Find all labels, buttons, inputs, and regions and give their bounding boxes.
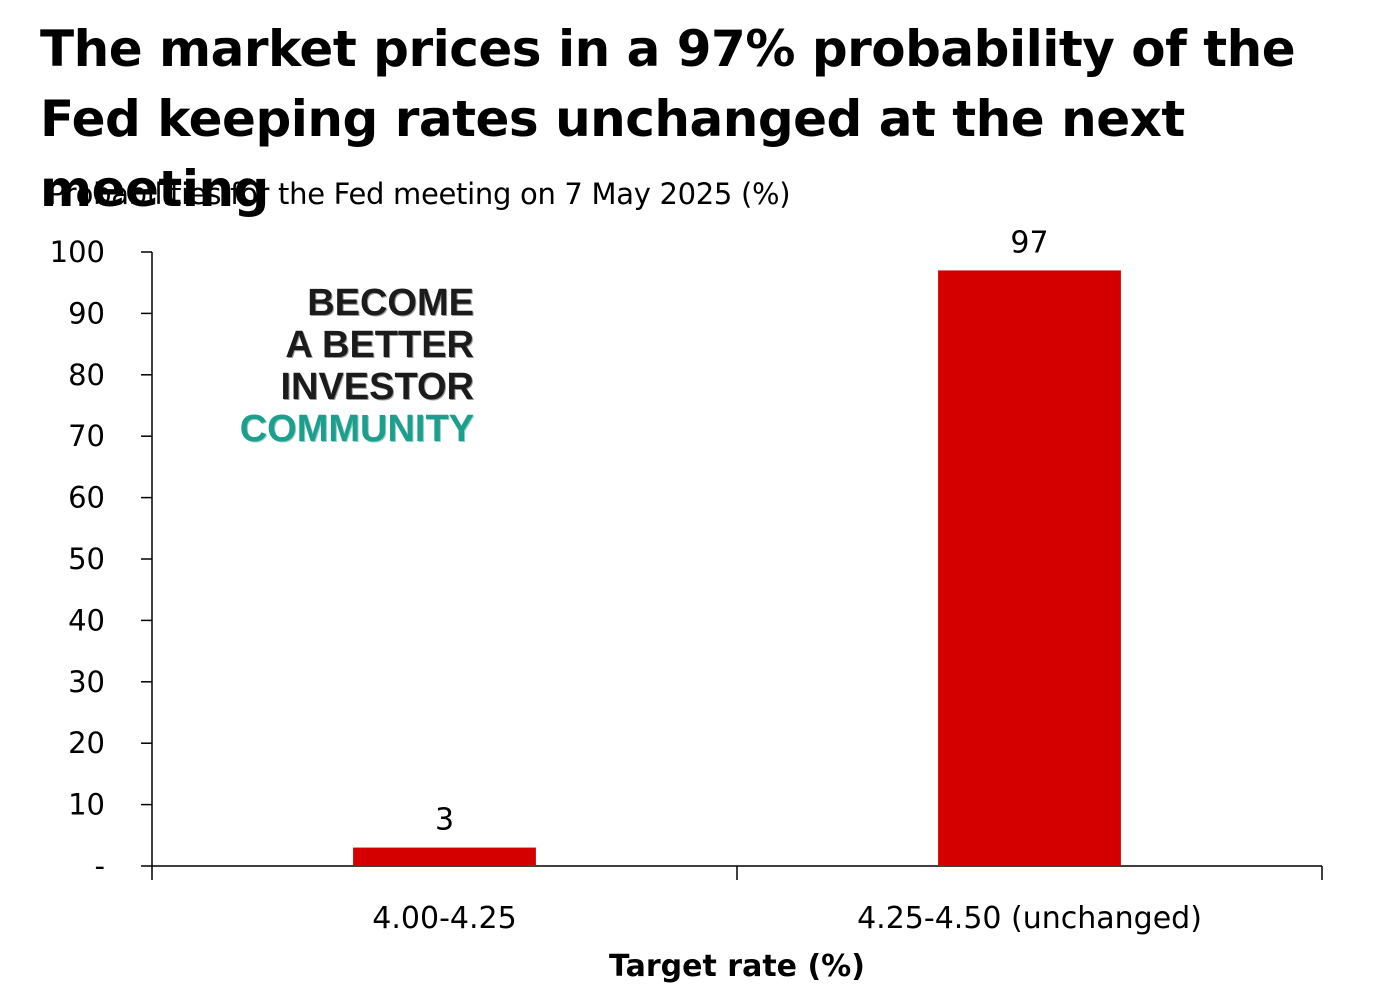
x-tick-label: 4.25-4.50 (unchanged) [857,901,1202,936]
bar [938,270,1121,866]
watermark-line-3: INVESTOR [280,366,474,408]
watermark-line-4: COMMUNITY [239,408,474,450]
x-axis: 4.00-4.25 4.25-4.50 (unchanged) [151,865,1323,936]
x-tick-label: 4.00-4.25 [372,901,516,936]
y-tick-label: 50 [68,542,105,576]
x-axis-title: Target rate (%) [609,949,865,984]
y-axis: - 10 20 30 40 50 60 70 80 90 100 [50,235,153,883]
y-tick-label: 40 [68,603,105,637]
y-tick-label: 20 [68,726,105,760]
y-tick-label: 70 [68,419,105,453]
y-tick-label: 100 [50,235,105,269]
watermark-line-2: A BETTER [285,324,474,366]
data-label: 3 [435,803,454,838]
y-tick-label: 30 [68,665,105,699]
chart-subtitle: Probabilities for the Fed meeting on 7 M… [48,177,791,211]
y-tick-label: 90 [68,296,105,330]
y-tick-label: 80 [68,358,105,392]
chart-title: The market prices in a 97% probability o… [40,20,1296,218]
y-tick-label: 60 [68,481,105,515]
y-tick-label: 10 [68,788,105,822]
watermark-logo: BECOME A BETTER INVESTOR COMMUNITY [200,282,474,450]
bar [353,847,536,866]
data-label: 97 [1010,225,1048,260]
bars [353,270,1121,866]
watermark-line-1: BECOME [307,282,474,324]
y-tick-label: - [95,849,105,883]
data-labels: 3 97 [435,225,1049,837]
